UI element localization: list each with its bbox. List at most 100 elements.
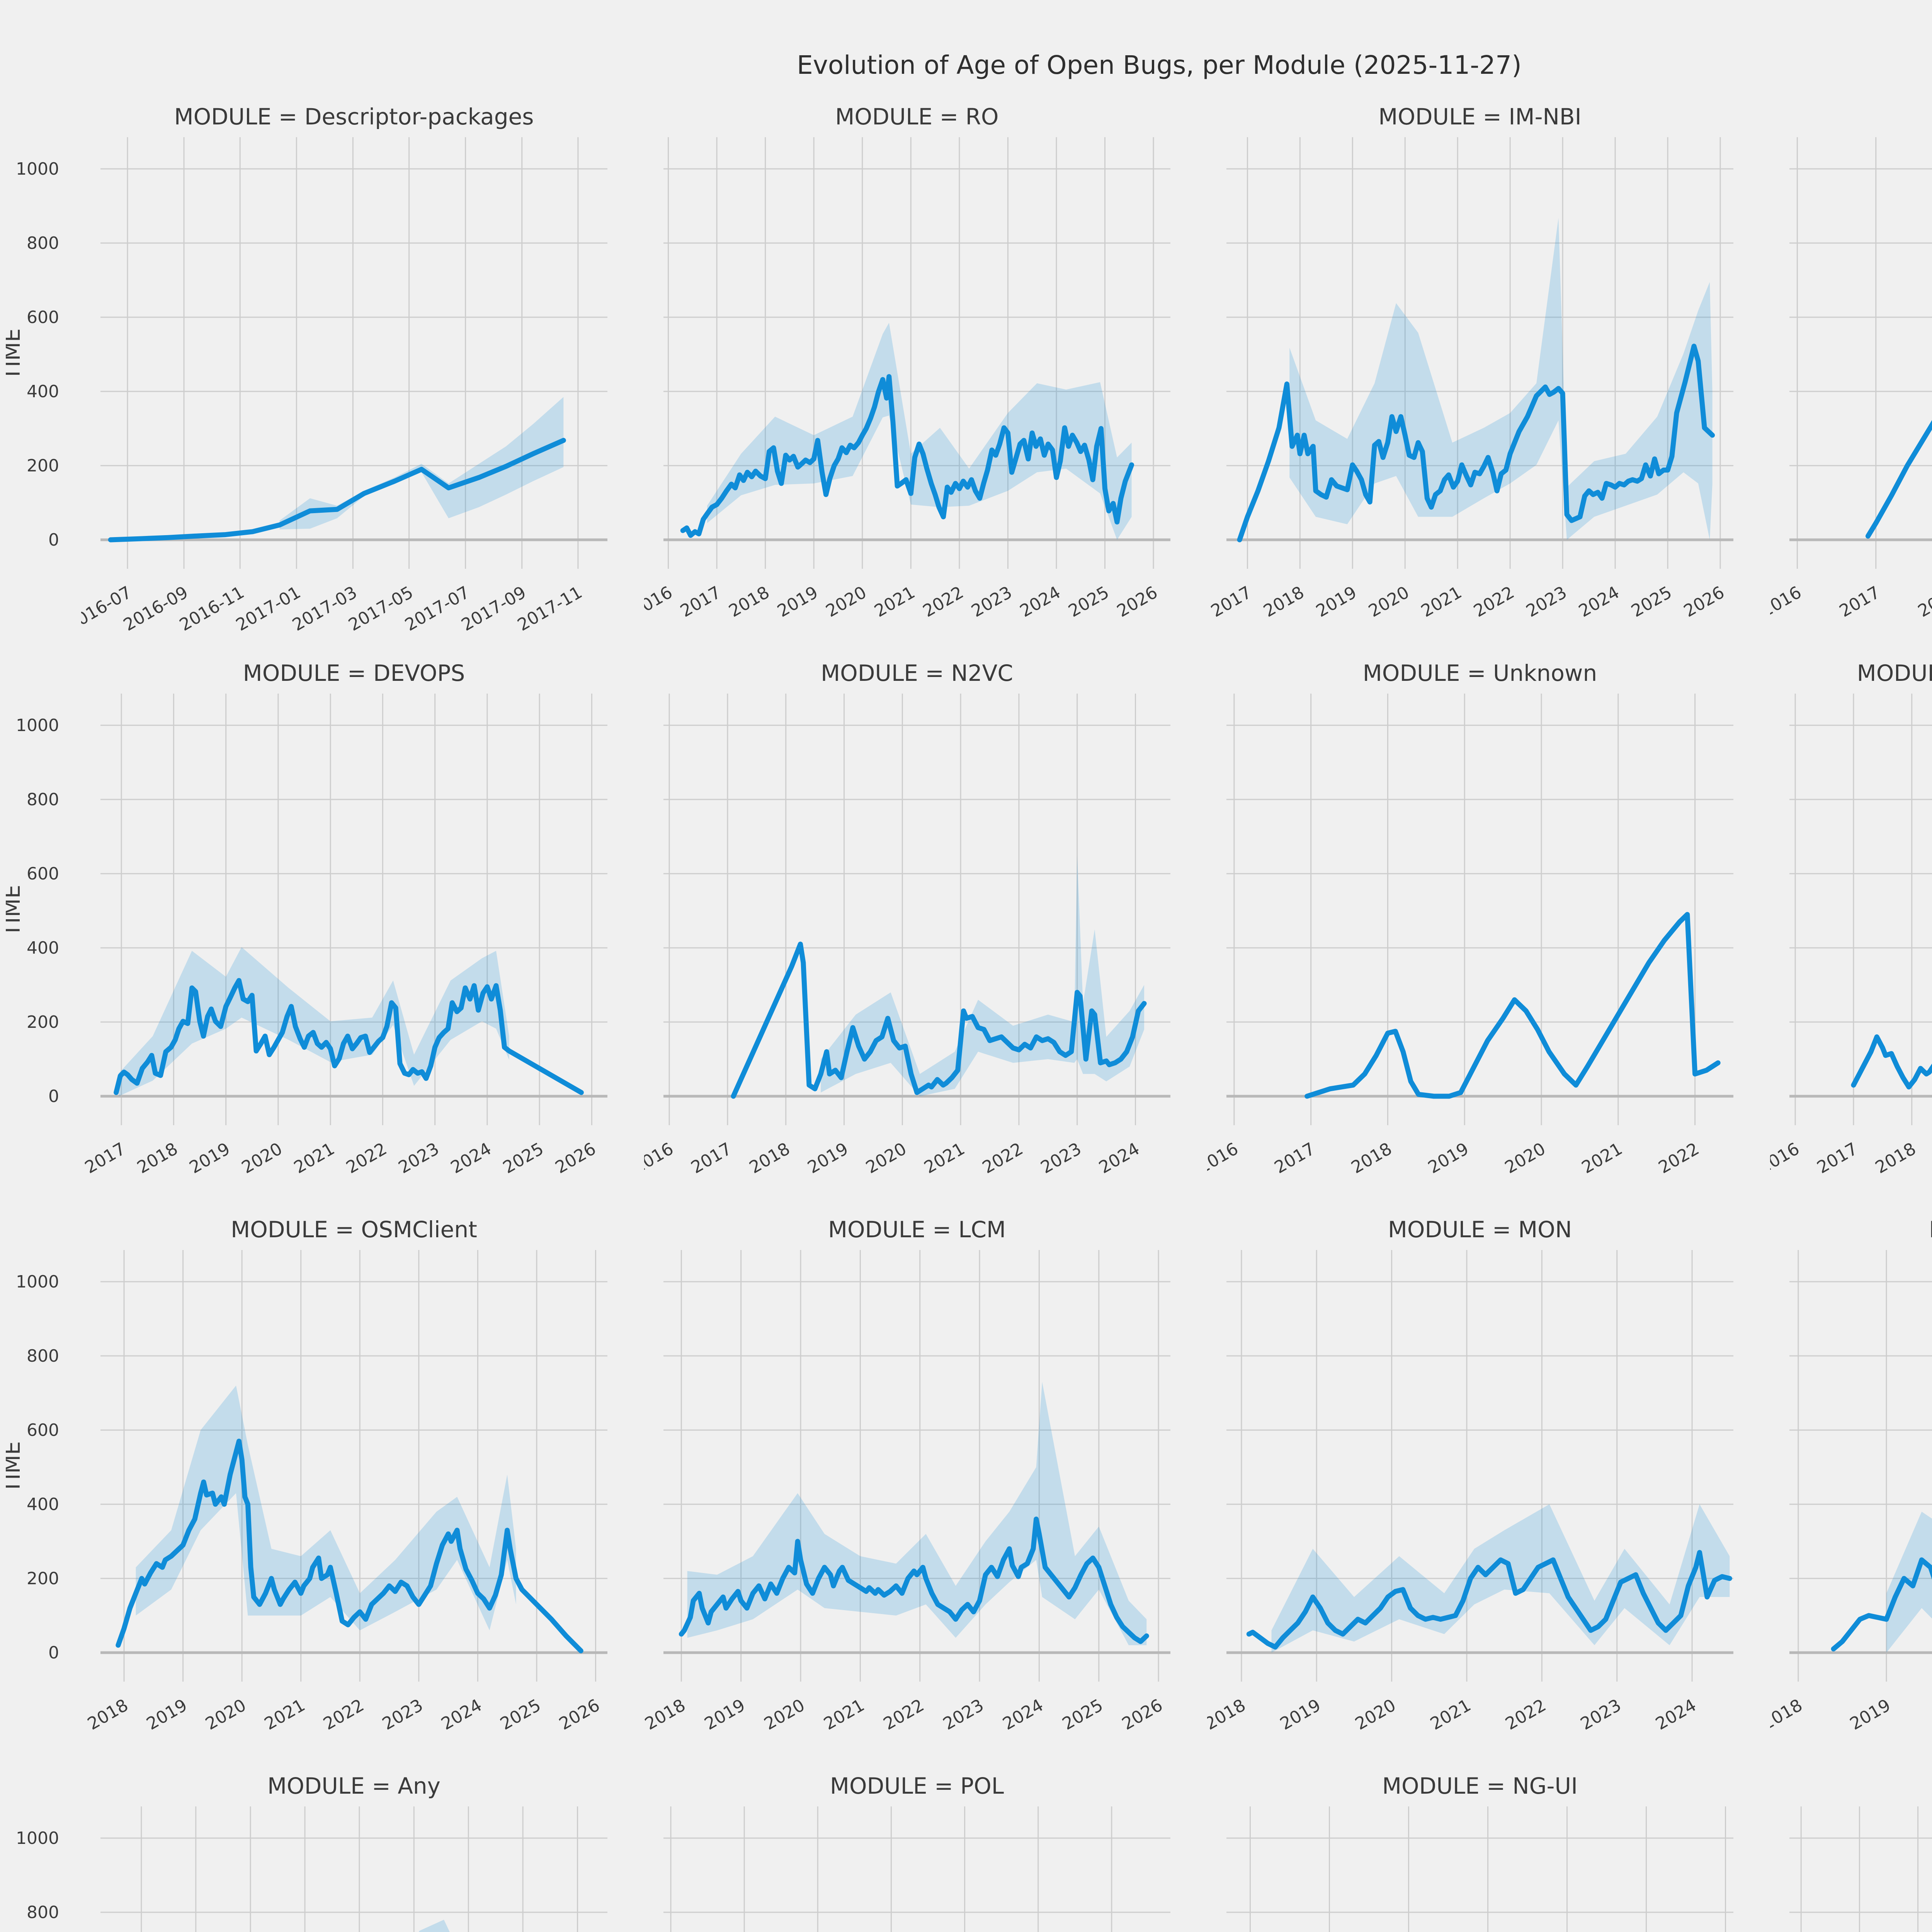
facet-devops: MODULE = DEVOPS 2017 2018 2019 2020 2021 2022 2… (81, 660, 627, 1216)
x-tick-label: 2018 (1872, 1139, 1919, 1177)
trend-line (1237, 344, 1715, 543)
confidence-band (136, 1385, 516, 1631)
line-chart: 2018 2019 2020 2021 2022 2023 2024 2025 2026 (644, 1250, 1170, 1734)
figure-title: Evolution of Age of Open Bugs, per Modul… (797, 50, 1522, 80)
x-tick-label: 2021 (820, 1695, 867, 1734)
facet-pol: MODULE = POL 2018201920202021202220232024… (644, 1772, 1190, 1932)
y-tick-label: 1000 (16, 1272, 59, 1292)
trend-line (1865, 420, 1932, 539)
facet-title: MODULE = Any (267, 1773, 440, 1799)
x-tick-label: 2017 (82, 1139, 129, 1177)
y-axis-label: TIME (6, 328, 25, 381)
facet-lcm: MODULE = LCM 2018 2019 2020 2021 2022 2023 2024… (644, 1216, 1190, 1772)
trend-line (1831, 1557, 1932, 1651)
x-tick-label: 2025 (1065, 582, 1112, 621)
x-tick-label: 2021 (1418, 582, 1465, 621)
y-tick-label: 1000 (16, 159, 59, 179)
y-axis-label: TIME (6, 1441, 25, 1493)
x-tick-label: 2024 (999, 1695, 1046, 1734)
x-tick-label: 2022 (1502, 1695, 1549, 1734)
y-axis-row-0: 0 200 400 600 800 1000 TIME (6, 103, 64, 660)
facet-title: MODULE = Other (1770, 103, 1932, 130)
x-tick-label: 2024 (1017, 582, 1064, 621)
x-tick-label: 2019 (774, 582, 821, 621)
x-tick-label: 2022 (880, 1695, 927, 1734)
x-tick-label: 2021 (291, 1139, 338, 1177)
facet-osmclient: MODULE = OSMClient 2018 2019 2020 2021 2022 20… (81, 1216, 627, 1772)
trend-line (1304, 912, 1721, 1099)
x-tick-label: 2017-07 (401, 582, 473, 635)
facet-title: MODULE = RO (835, 104, 999, 130)
x-tick-label: 2017-09 (458, 582, 529, 635)
trend-line (731, 941, 1147, 1099)
x-tick-label: 2018 (644, 1695, 689, 1734)
x-tick-label: 2016-11 (176, 582, 248, 635)
x-tick-label: 2022 (979, 1139, 1026, 1177)
confidence-band (821, 855, 1145, 1096)
x-tick-label: 2020 (761, 1695, 808, 1734)
trend-line (679, 1516, 1149, 1644)
facet-title: MODULE = MON (1388, 1216, 1572, 1243)
y-tick-label: 800 (27, 1903, 59, 1922)
x-tick-label: 2022 (1470, 582, 1517, 621)
facet-title: MODULE = N2VC (821, 660, 1013, 686)
x-tick-label: 2023 (1037, 1139, 1085, 1177)
facet-title: MODULE = POL (830, 1773, 1004, 1799)
y-tick-label: 600 (27, 308, 59, 327)
facet-mon: MODULE = MON 2018 2019 2020 2021 2022 2023 2024 (1207, 1216, 1753, 1772)
facet-title: MODULE = Unknown (1362, 660, 1597, 686)
facet-im-nbi: MODULE = IM-NBI 2017 2018 2019 2020 2021 2022 2… (1207, 103, 1753, 660)
x-tick-label: 2016-09 (120, 582, 192, 635)
x-tick-label: 2023 (1523, 582, 1570, 621)
y-axis-spacer (6, 1772, 64, 1799)
confidence-band (707, 323, 1132, 540)
y-tick-label: 600 (27, 864, 59, 884)
line-chart: 2016 2017 2018 2019 2020 2021 2022 2023 2024 2025… (644, 137, 1170, 621)
facet-any: MODULE = Any 2019-012019-052019-092020-01… (81, 1772, 627, 1932)
x-tick-label: 2017 (1836, 582, 1883, 621)
facet-documentation-wiki: MODULE = Documentation / Wiki 2016 2017 201… (1770, 660, 1932, 1216)
x-tick-label: 2018 (726, 582, 773, 621)
y-tick-label: 200 (27, 1569, 59, 1588)
facet-title: MODULE = LCM (828, 1216, 1006, 1243)
y-tick-label: 200 (27, 1012, 59, 1032)
line-chart: 2020202120222023202420252026MONTH (1226, 1806, 1733, 1932)
x-tick-label: 2016 (1770, 1139, 1803, 1177)
x-tick-label: 2024 (1096, 1139, 1143, 1177)
line-chart: 2016-072016-092016-112017-012017-032017-… (81, 137, 607, 635)
facet-ng-ui: MODULE = NG-UI 20202021202220232024202520… (1207, 1772, 1753, 1932)
x-tick-label: 2017 (688, 1139, 735, 1177)
facet-title: MODULE = DEVOPS (243, 660, 465, 686)
x-tick-label: 2019 (1425, 1139, 1472, 1177)
trend-line (680, 374, 1134, 538)
x-tick-label: 2017-05 (345, 582, 417, 635)
x-tick-label: 2018 (1207, 1695, 1249, 1734)
x-tick-label: 2016 (1207, 1139, 1242, 1177)
x-tick-label: 2020 (862, 1139, 910, 1177)
x-tick-label: 2026 (1680, 582, 1728, 621)
line-chart: 2018 2019 2020 2021 2022 2023 2024 (1207, 1250, 1733, 1734)
x-tick-label: 2024 (1575, 582, 1622, 621)
confidence-band (279, 397, 564, 530)
y-axis-spacer (6, 660, 64, 687)
x-tick-label: 2020 (823, 582, 870, 621)
y-axis: 0 200 400 600 800 1000 TIME (6, 716, 59, 1106)
x-tick-label: 2023 (395, 1139, 442, 1177)
x-tick-label: 2018 (1348, 1139, 1395, 1177)
y-tick-label: 0 (48, 1643, 59, 1663)
line-chart: 2018201920202021202220232024MONTH (663, 1806, 1170, 1932)
x-tick-label: 2019 (1930, 1139, 1932, 1177)
x-tick-label: 2019 (1847, 1695, 1894, 1734)
confidence-band (687, 1382, 1147, 1645)
facet-n2vc: MODULE = N2VC 2016 2017 2018 2019 2020 2021 202… (644, 660, 1190, 1216)
x-tick-label: 2019 (804, 1139, 852, 1177)
x-tick-label: 2017-03 (289, 582, 361, 635)
x-tick-label: 2017 (677, 582, 724, 621)
trend-line (114, 978, 584, 1095)
line-chart: 2017 2018 2019 2020 2021 2022 2023 2024 2025 2026 (1208, 137, 1733, 621)
line-chart: 2019-012019-052019-092020-012020-052020-… (100, 1806, 607, 1932)
facet-title: MODULE = IM-NBI (1378, 104, 1582, 130)
